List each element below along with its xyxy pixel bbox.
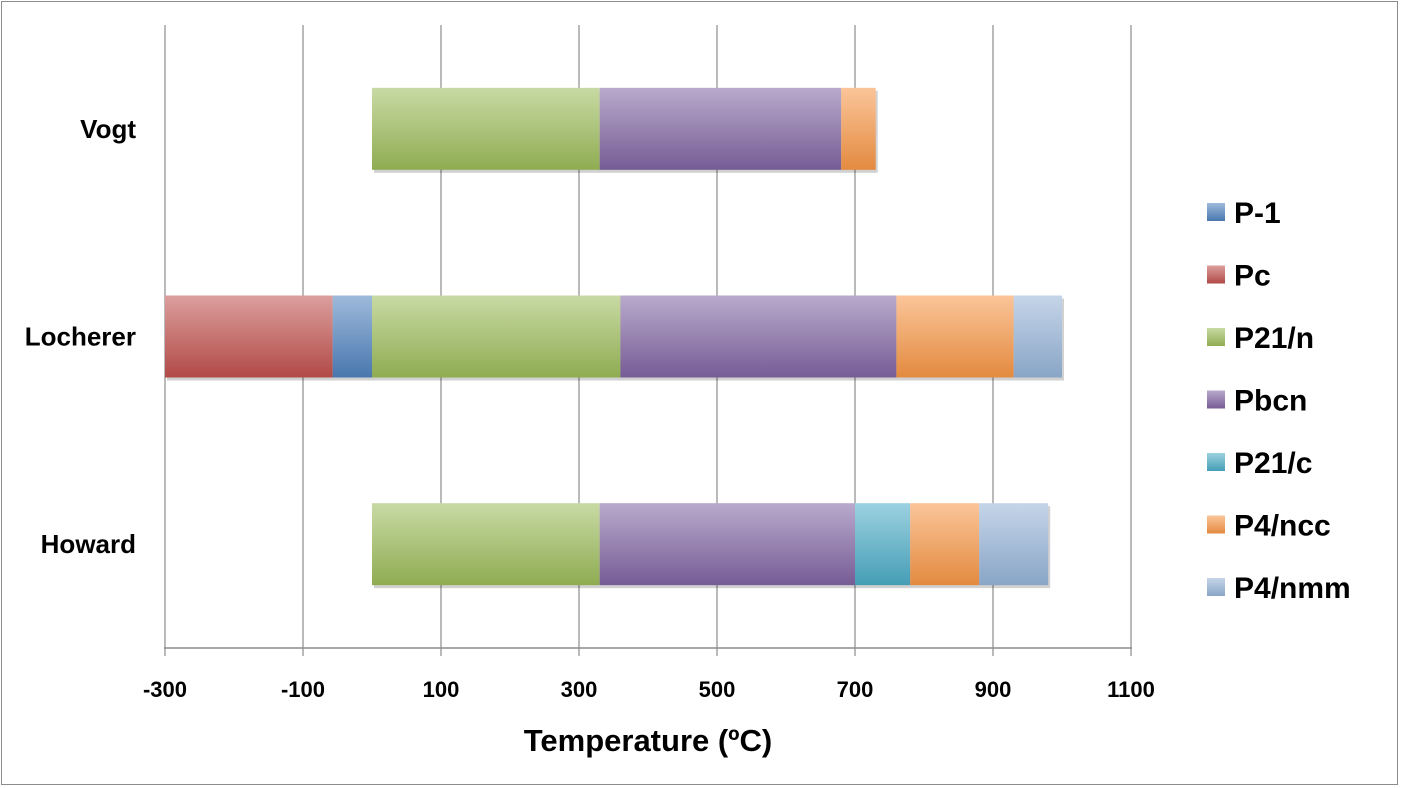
legend-label-p4-ncc: P4/ncc (1234, 510, 1331, 543)
x-tick-label: -100 (281, 677, 325, 702)
legend-label-p21-n: P21/n (1234, 322, 1314, 355)
x-tick-label: 700 (837, 677, 874, 702)
x-tick-labels: -300 -100 100 300 500 700 900 1100 (143, 677, 1155, 702)
x-axis-title: Temperature (ºC) (524, 723, 772, 758)
legend-swatch-p4-ncc (1207, 515, 1225, 534)
x-tick-label: 1100 (1107, 677, 1155, 702)
bar-howard-pbcn (599, 503, 855, 586)
bar-locherer-p4-ncc (896, 295, 1014, 378)
legend-swatch-p4-nmm (1207, 578, 1225, 596)
bar-howard-p4-nmm (979, 503, 1049, 586)
legend-swatch-p21-n (1207, 328, 1225, 346)
bar-vogt-p21-n (372, 87, 600, 170)
bar-vogt-pbcn (599, 87, 842, 170)
legend-label-p-1: P-1 (1234, 197, 1281, 230)
x-tick-label: 100 (423, 677, 460, 702)
x-tick-label: -300 (143, 677, 187, 702)
bar-howard-p21-n (372, 503, 600, 586)
legend-swatch-pc (1207, 265, 1225, 284)
category-label-locherer: Locherer (25, 322, 136, 352)
category-labels: Vogt Locherer Howard (25, 114, 137, 559)
x-tick-label: 500 (699, 677, 736, 702)
category-label-howard: Howard (41, 529, 136, 559)
bar-vogt-p4-ncc (841, 87, 876, 170)
bar-locherer-p-1 (332, 295, 372, 378)
bar-howard-p21-c (855, 503, 911, 586)
bar-locherer-p21-n (372, 295, 621, 378)
bar-howard-p4-ncc (910, 503, 980, 586)
bar-locherer-pc (165, 295, 333, 378)
legend-label-pbcn: Pbcn (1234, 385, 1307, 418)
x-tick-label: 300 (561, 677, 598, 702)
legend-swatch-p-1 (1207, 203, 1225, 221)
x-tick-label: 900 (975, 677, 1012, 702)
bar-segments (165, 87, 1064, 589)
legend: P-1 Pc P21/n Pbcn P21/c P4/ncc P4/nmm (1207, 197, 1351, 605)
category-label-vogt: Vogt (80, 114, 136, 144)
legend-swatch-p21-c (1207, 453, 1225, 471)
bar-locherer-p4-nmm (1013, 295, 1062, 378)
bar-locherer-pbcn (620, 295, 897, 378)
legend-label-p4-nmm: P4/nmm (1234, 572, 1351, 605)
legend-label-p21-c: P21/c (1234, 447, 1312, 480)
legend-label-pc: Pc (1234, 260, 1271, 293)
legend-swatch-pbcn (1207, 390, 1225, 409)
